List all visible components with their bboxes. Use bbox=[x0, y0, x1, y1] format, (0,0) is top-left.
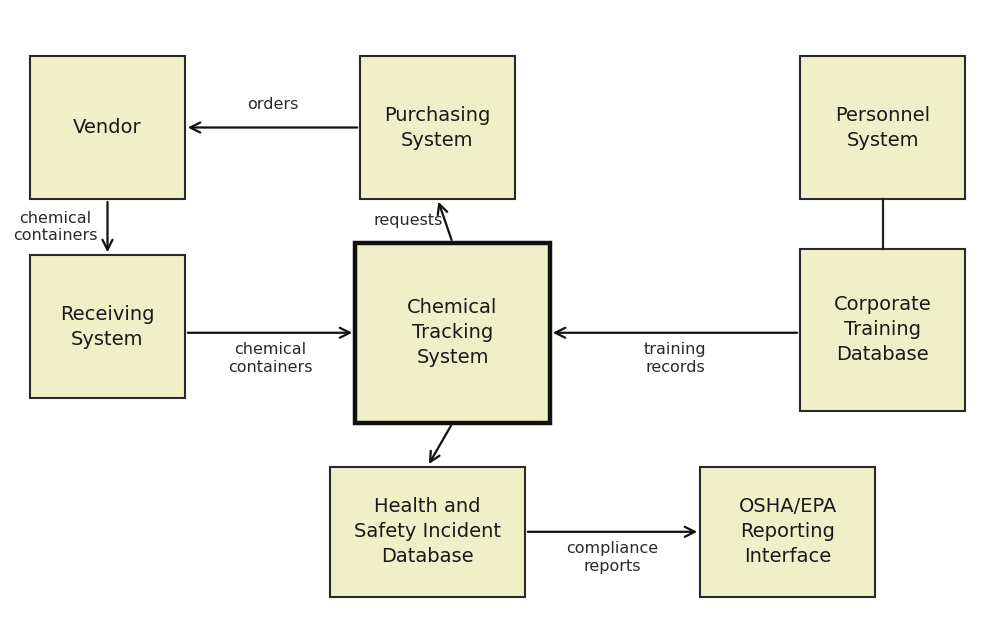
FancyBboxPatch shape bbox=[700, 466, 875, 597]
FancyBboxPatch shape bbox=[30, 56, 185, 199]
Text: Health and
Safety Incident
Database: Health and Safety Incident Database bbox=[354, 498, 501, 566]
Text: orders: orders bbox=[247, 97, 298, 112]
FancyBboxPatch shape bbox=[800, 56, 965, 199]
Text: OSHA/EPA
Reporting
Interface: OSHA/EPA Reporting Interface bbox=[738, 498, 837, 566]
FancyBboxPatch shape bbox=[800, 249, 965, 411]
Text: requests: requests bbox=[373, 213, 442, 228]
Text: Personnel
System: Personnel System bbox=[835, 106, 930, 149]
Text: chemical
containers: chemical containers bbox=[13, 211, 98, 243]
Text: Corporate
Training
Database: Corporate Training Database bbox=[834, 295, 931, 364]
FancyBboxPatch shape bbox=[360, 56, 515, 199]
FancyBboxPatch shape bbox=[355, 243, 550, 423]
Text: training
records: training records bbox=[644, 342, 706, 374]
Text: compliance
reports: compliance reports bbox=[566, 541, 659, 573]
FancyBboxPatch shape bbox=[330, 466, 525, 597]
Text: Receiving
System: Receiving System bbox=[60, 305, 155, 348]
Text: Vendor: Vendor bbox=[73, 118, 142, 137]
Text: Purchasing
System: Purchasing System bbox=[384, 106, 491, 149]
FancyBboxPatch shape bbox=[30, 255, 185, 398]
Text: chemical
containers: chemical containers bbox=[228, 342, 312, 374]
Text: Chemical
Tracking
System: Chemical Tracking System bbox=[407, 299, 498, 367]
